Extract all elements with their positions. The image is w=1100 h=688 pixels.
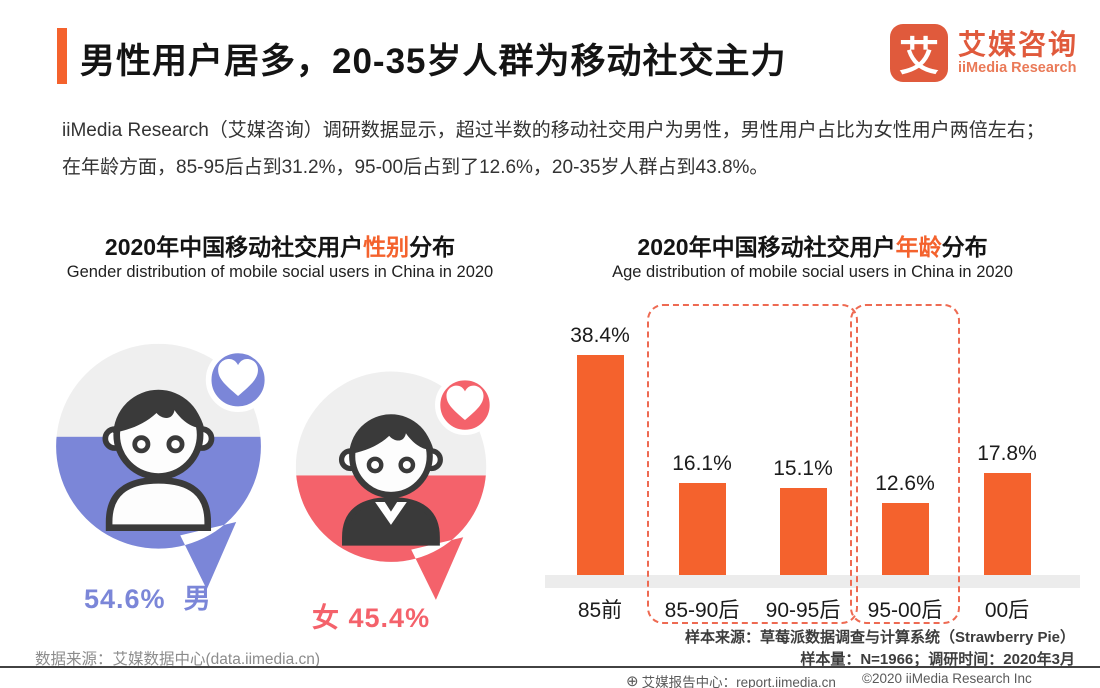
heart-icon xyxy=(218,358,258,396)
logo-name-en: iiMedia Research xyxy=(958,59,1077,76)
male-heart-badge xyxy=(205,347,271,413)
bar xyxy=(881,503,929,575)
male-value: 54.6% xyxy=(84,584,166,614)
male-label: 男 xyxy=(183,584,212,614)
age-title-prefix: 2020年中国移动社交用户 xyxy=(637,234,896,260)
bar-value-label: 15.1% xyxy=(773,457,833,480)
age-sample-size: 样本量：N=1966；调研时间：2020年3月 xyxy=(800,651,1075,668)
intro-paragraph: iiMedia Research（艾媒咨询）调研数据显示，超过半数的移动社交用户… xyxy=(62,120,1045,178)
bar-category-label: 85前 xyxy=(577,599,623,622)
bar-value-label: 16.1% xyxy=(672,452,732,475)
age-title-suffix: 分布 xyxy=(941,234,988,260)
gender-title-suffix: 分布 xyxy=(409,234,456,260)
female-gender-bubble xyxy=(295,371,495,600)
heart-icon xyxy=(446,385,484,421)
bar-category-label: 95-00后 xyxy=(867,599,943,622)
bar-category-label: 00后 xyxy=(984,599,1030,622)
highlight-box xyxy=(850,304,960,624)
footer-divider xyxy=(0,666,1100,668)
bar-column: 38.4% xyxy=(548,324,652,575)
age-chart-subtitle: Age distribution of mobile social users … xyxy=(612,263,1013,281)
gender-chart-title: 2020年中国移动社交用户性别分布 xyxy=(40,228,520,262)
bar-column: 17.8% xyxy=(955,442,1059,575)
page-title: 男性用户居多，20-35岁人群为移动社交主力 xyxy=(80,42,787,81)
age-bar-chart: 38.4% 85前 16.1% 85-90后 15.1% 90-95后 12.6% 95-00… xyxy=(545,298,1080,632)
bar-category-label: 90-95后 xyxy=(765,599,841,622)
bar-category-label: 85-90后 xyxy=(664,599,740,622)
bar-value-label: 12.6% xyxy=(875,472,935,495)
gender-chart-subtitle: Gender distribution of mobile social use… xyxy=(66,263,494,281)
title-accent-bar xyxy=(57,28,67,84)
bar-column: 16.1% xyxy=(650,452,754,575)
bar xyxy=(983,473,1031,575)
bar-column: 15.1% xyxy=(751,457,855,575)
female-value: 45.4% xyxy=(348,603,431,633)
male-avatar-icon xyxy=(102,389,215,532)
iimedia-logo: 艾 艾媒咨询 iiMedia Research xyxy=(890,24,1078,82)
iimedia-logo-icon: 艾 xyxy=(890,24,948,82)
bar xyxy=(678,483,726,575)
bar xyxy=(779,488,827,575)
globe-icon: ⊕ xyxy=(626,673,639,688)
age-chart-title: 2020年中国移动社交用户年龄分布 xyxy=(545,228,1080,262)
report-center-link[interactable]: ⊕ 艾媒报告中心：report.iimedia.cn xyxy=(626,671,836,688)
male-gender-bubble xyxy=(56,343,271,590)
female-label: 女 xyxy=(312,603,340,633)
male-percentage-label: 54.6% 男 xyxy=(84,577,212,616)
logo-name-cn: 艾媒咨询 xyxy=(958,29,1079,61)
chart-baseline xyxy=(545,575,1080,588)
bar-value-label: 17.8% xyxy=(977,442,1037,465)
bar-value-label: 38.4% xyxy=(570,324,630,347)
gender-data-source: 数据来源：艾媒数据中心(data.iimedia.cn) xyxy=(35,651,321,668)
female-percentage-label: 女 45.4% xyxy=(312,596,430,635)
bar-column: 12.6% xyxy=(853,472,957,575)
copyright-text: ©2020 iiMedia Research Inc xyxy=(862,671,1032,686)
age-sample-source: 样本来源：草莓派数据调查与计算系统（Strawberry Pie） xyxy=(684,629,1075,646)
female-avatar-icon xyxy=(338,414,443,546)
report-center-text: 艾媒报告中心：report.iimedia.cn xyxy=(641,675,836,688)
gender-title-highlight: 性别 xyxy=(363,234,410,260)
age-title-highlight: 年龄 xyxy=(895,234,942,260)
highlight-box xyxy=(647,304,858,624)
female-heart-badge xyxy=(435,375,495,435)
gender-title-prefix: 2020年中国移动社交用户 xyxy=(104,234,364,260)
bar xyxy=(576,355,624,575)
